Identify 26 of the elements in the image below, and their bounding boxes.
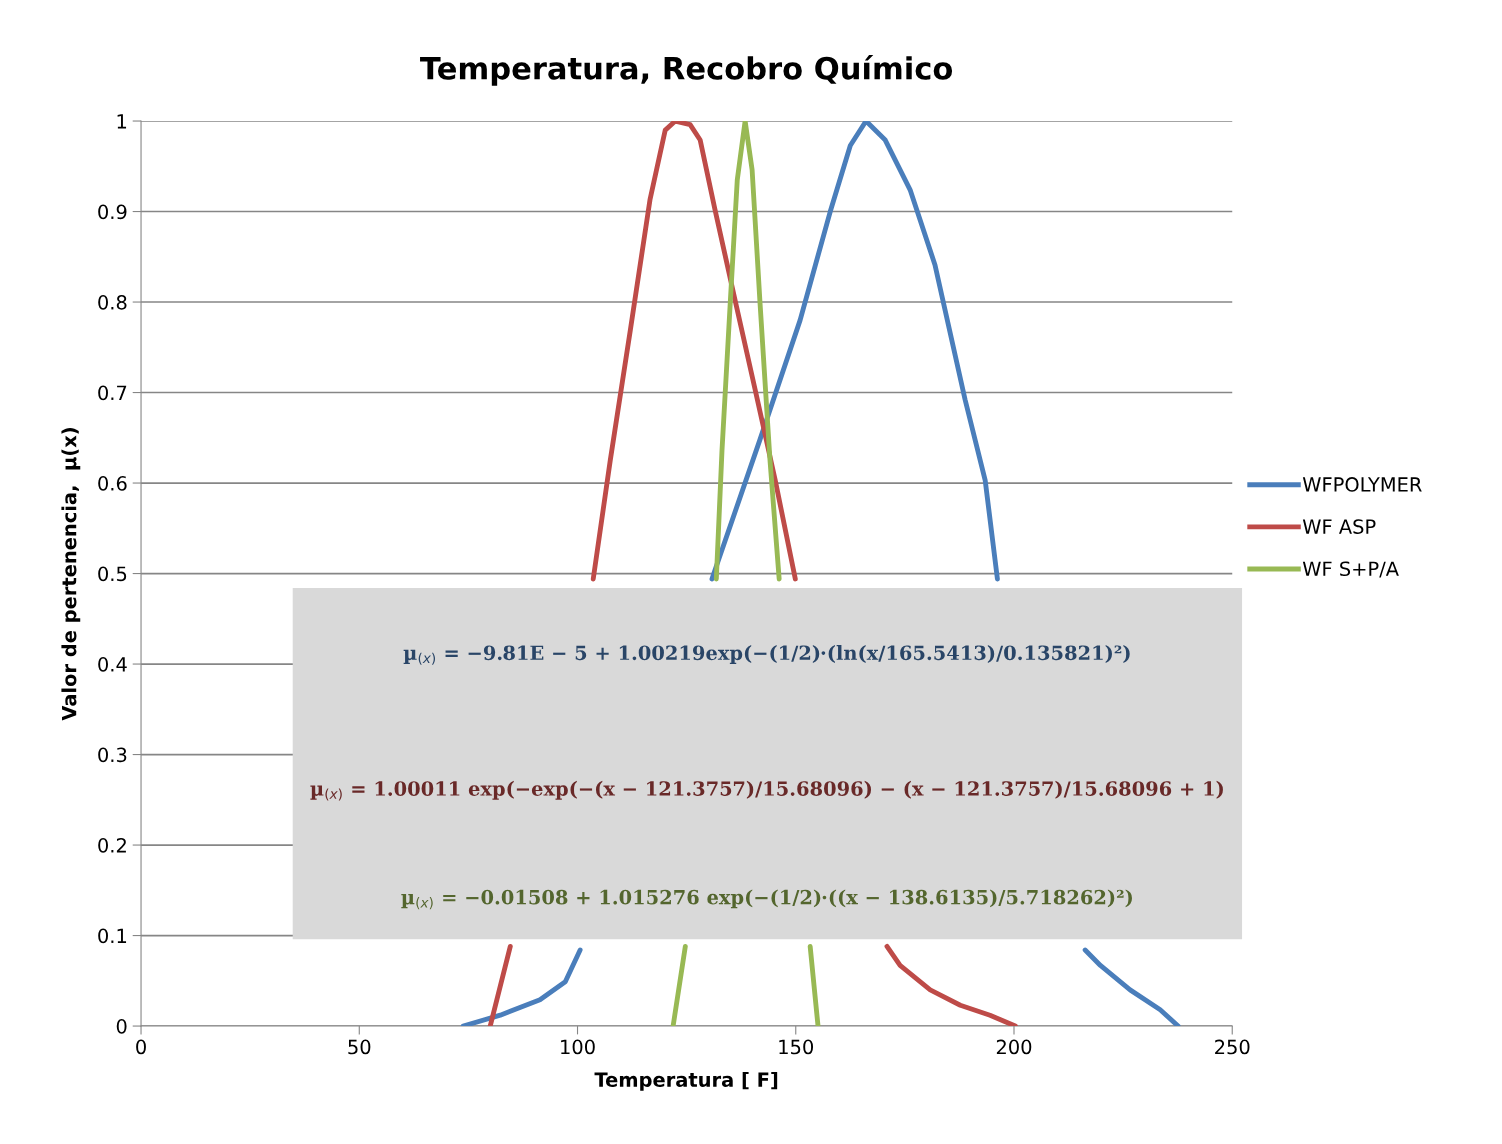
y-tick-label: 1	[117, 114, 127, 129]
legend-label: WF S+P/A	[1302, 561, 1399, 578]
x-tick-label: 50	[348, 1039, 371, 1055]
legend-label: WFPOLYMER	[1302, 477, 1422, 492]
x-tick-label: 100	[561, 1039, 595, 1055]
y-tick-label: 0.6	[98, 476, 127, 491]
y-axis-title: Valor de pertenencia, µ(x)	[61, 428, 81, 721]
y-tick-label: 0.7	[98, 385, 127, 401]
annotation: µ$_{(x)}$ = 1.00011 exp(−exp(−(x − 121.3757)/15.68096) − (x − 121.3757)/15.68096 + 1)	[310, 780, 1223, 801]
annotation: µ$_{(x)}$ = −9.81E − 5 + 1.00219exp(−(1/2)·(ln(x/165.5413)/0.135821)²)	[403, 645, 1130, 665]
y-tick-label: 0.4	[98, 657, 127, 672]
x-tick-label: 0	[136, 1039, 146, 1055]
chart-title: Temperatura, Recobro Químico	[420, 54, 953, 86]
legend-label: WF ASP	[1302, 519, 1376, 534]
x-tick-label: 150	[779, 1039, 814, 1055]
y-tick-label: 0.9	[98, 204, 127, 220]
y-tick-label: 0.5	[98, 566, 127, 582]
x-tick-label: 200	[996, 1039, 1032, 1055]
y-tick-label: 0.2	[98, 838, 126, 853]
y-tick-label: 0.3	[98, 747, 127, 763]
y-tick-label: 0.1	[98, 928, 127, 944]
x-axis-title: Temperatura [ F]	[594, 1071, 778, 1091]
x-tick-label: 250	[1215, 1039, 1250, 1055]
y-tick-label: 0	[116, 1019, 127, 1034]
annotation: µ$_{(x)}$ = −0.01508 + 1.015276 exp(−(1/2)·((x − 138.6135)/5.718262)²)	[401, 889, 1132, 910]
y-tick-label: 0.8	[98, 294, 127, 310]
